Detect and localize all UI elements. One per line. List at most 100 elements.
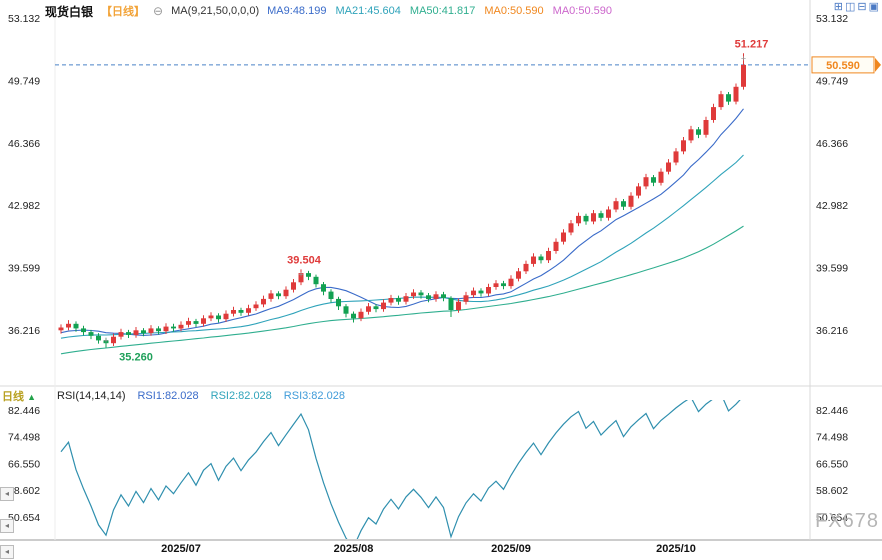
scroll-left-icon: ◂ (4, 547, 9, 556)
candle-body (268, 293, 274, 299)
y-axis-label: 49.749 (8, 75, 40, 87)
layout-grid-icon[interactable]: ⊞ (833, 1, 843, 13)
candle-body (148, 328, 154, 333)
candle-body (681, 140, 686, 152)
swing-marker: + (741, 53, 746, 63)
chart-header: 现货白银 【日线】 ⊖ MA(9,21,50,0,0,0) MA9:48.199… (45, 3, 612, 19)
rsi-axis-label: 50.654 (8, 512, 40, 524)
candle-body (103, 340, 109, 344)
candle-body (606, 209, 611, 218)
candle-body (726, 94, 731, 102)
candle-body (613, 201, 619, 210)
x-axis-labels: 2025/07 2025/08 2025/09 2025/10 (161, 543, 696, 555)
candle-body (666, 162, 671, 172)
last-price-label: 50.590 (811, 56, 881, 74)
y-axis-label: 36.216 (8, 325, 40, 337)
x-axis-label: 2025/10 (656, 543, 696, 555)
rsi-scroll-left-button-2[interactable]: ◂ (0, 519, 14, 533)
candle-body (261, 298, 266, 305)
candle-body (291, 282, 296, 290)
scroll-left-icon: ◂ (4, 489, 9, 498)
candle-body (403, 296, 409, 302)
candle-body (448, 298, 454, 310)
period-tag: 【日线】 (101, 6, 146, 18)
y-axis-label: 53.132 (8, 13, 40, 25)
ma9-line (60, 108, 744, 336)
rsi-settings-label: RSI(14,14,14) (57, 390, 126, 402)
candle-body (186, 321, 191, 325)
rsi-axis-label: 66.550 (8, 458, 40, 470)
panel-period-tab[interactable]: 日线 ▲ (2, 388, 36, 404)
panel-period-label: 日线 (2, 391, 24, 403)
scroll-left-icon: ◂ (4, 521, 9, 530)
rsi-line (60, 400, 741, 539)
ma21-line (60, 154, 744, 339)
candle-body (253, 304, 259, 309)
maximize-panel-icon[interactable]: ▣ (868, 1, 879, 13)
collapse-indicator-icon[interactable]: ⊖ (153, 4, 164, 18)
watermark: FX678 (815, 510, 879, 532)
candle-body (636, 186, 641, 196)
ma-settings-label: MA(9,21,50,0,0,0) (171, 5, 260, 17)
candle-body (711, 107, 716, 120)
ma-value-label: MA0:50.590 (484, 5, 544, 17)
candle-body (628, 195, 634, 207)
candle-body (516, 271, 521, 279)
candle-body (531, 256, 536, 264)
candle-body (471, 290, 476, 296)
rsi-axis-label: 58.602 (816, 485, 848, 497)
svg-text:50.590: 50.590 (826, 60, 860, 72)
candle-body (88, 332, 94, 336)
candle-body (276, 293, 281, 297)
rsi-axis-label: 66.550 (816, 458, 848, 470)
layout-columns-icon[interactable]: ◫ (844, 1, 856, 13)
candle-body (193, 321, 199, 324)
rsi-scroll-left-button[interactable]: ◂ (0, 487, 14, 501)
x-axis-label: 2025/08 (334, 543, 374, 555)
x-axis-label: 2025/07 (161, 543, 201, 555)
rsi-axis-label: 82.446 (8, 405, 40, 417)
candle-body (673, 151, 679, 163)
swing-marker: + (298, 269, 303, 279)
candle-body (718, 94, 724, 108)
candle-body (583, 215, 589, 222)
chart-toolbar: ⊞ ◫ ⊟ ▣ (834, 1, 879, 14)
candle-body (591, 213, 596, 222)
candle-body (171, 326, 176, 329)
rsi-value-label: RSI3:82.028 (283, 390, 345, 402)
candle-body (156, 328, 161, 332)
x-axis-scroll-left-button[interactable]: ◂ (0, 545, 14, 559)
candles (58, 53, 746, 348)
layout-rows-icon[interactable]: ⊟ (857, 1, 867, 13)
candle-body (328, 291, 334, 299)
candle-body (478, 290, 484, 294)
candle-body (741, 64, 746, 87)
rsi-axis-label: 82.446 (816, 405, 848, 417)
candle-body (568, 223, 574, 233)
candle-body (456, 301, 461, 310)
candle-body (306, 273, 311, 277)
candle-body (201, 318, 206, 324)
candle-body (643, 177, 649, 187)
candle-body (508, 278, 514, 287)
candle-body (208, 315, 214, 319)
ma-values: MA9:48.199 MA21:45.604 MA50:41.817 MA0:50.5… (267, 5, 612, 17)
y-axis-label: 53.132 (816, 13, 848, 25)
rsi-value-label: RSI2:82.028 (210, 390, 272, 402)
candle-body (231, 310, 236, 314)
candle-body (118, 332, 124, 337)
y-axis-label: 36.216 (816, 325, 848, 337)
candle-body (216, 315, 221, 320)
candle-body (621, 201, 626, 207)
candle-body (486, 287, 491, 294)
candle-body (703, 120, 709, 135)
candle-body (576, 215, 581, 224)
candle-body (388, 298, 394, 303)
candle-body (126, 332, 131, 335)
symbol-title: 现货白银 (45, 4, 94, 19)
rsi-value-label: RSI1:82.028 (137, 390, 199, 402)
candle-body (246, 308, 251, 313)
candle-body (688, 129, 694, 141)
